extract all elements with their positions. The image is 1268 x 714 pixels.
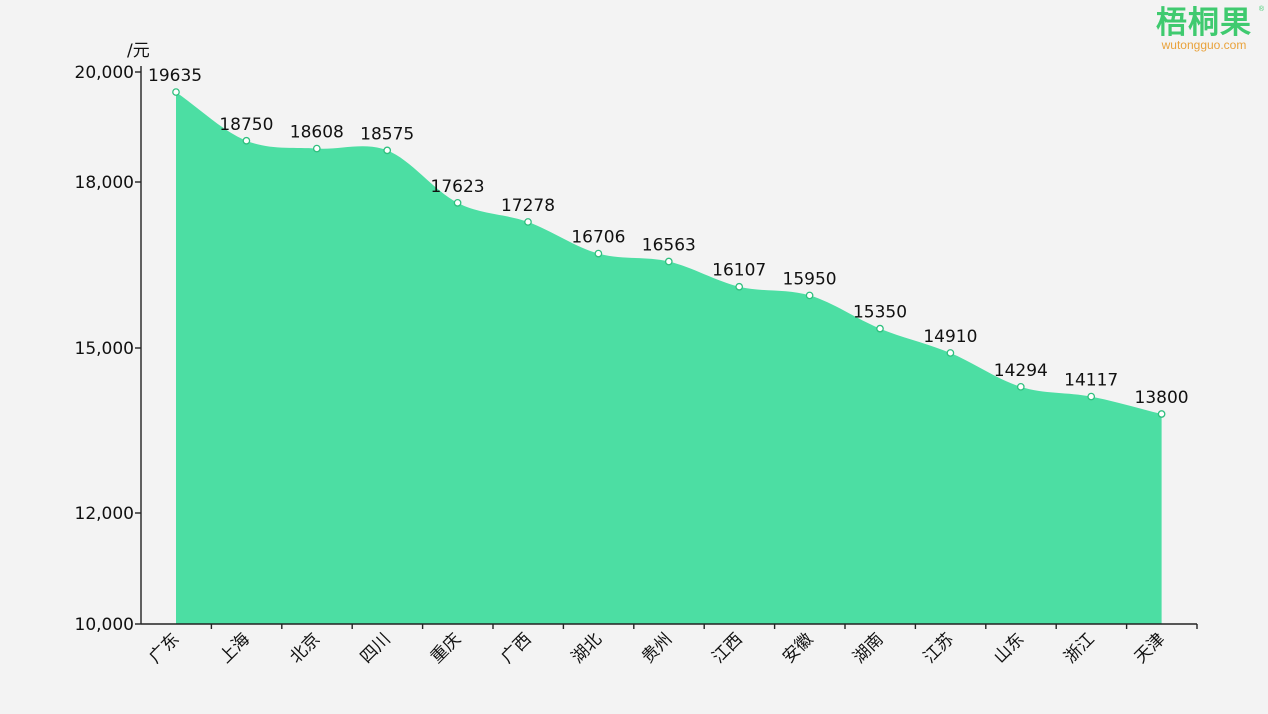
x-tick-label: 四川 <box>357 629 395 667</box>
data-label: 16107 <box>712 261 766 281</box>
logo-domain: wutongguo.com <box>1161 38 1247 52</box>
data-label: 15950 <box>783 269 837 289</box>
x-tick-label: 湖北 <box>568 629 606 667</box>
area-fill <box>176 92 1162 624</box>
x-tick-label: 湖南 <box>849 629 887 667</box>
data-point <box>805 291 814 300</box>
logo-registered-mark: ® <box>1258 6 1264 13</box>
x-tick-label: 上海 <box>216 629 254 667</box>
data-label: 14910 <box>923 327 977 347</box>
data-label: 15350 <box>853 303 907 323</box>
data-label: 18750 <box>219 115 273 135</box>
logo-name: 梧桐果 <box>1156 5 1252 41</box>
y-tick-label: 20,000 <box>75 63 134 83</box>
x-tick-label: 安徽 <box>779 629 817 667</box>
data-point <box>1157 410 1166 418</box>
data-label: 14117 <box>1064 371 1118 391</box>
data-label: 14294 <box>994 361 1048 381</box>
x-tick-label: 北京 <box>286 629 324 667</box>
wutongguo-logo: 梧桐果 wutongguo.com ® <box>1152 5 1264 52</box>
x-tick-label: 江苏 <box>920 629 958 667</box>
y-tick-label: 10,000 <box>75 615 134 635</box>
y-axis-label: /元 <box>127 41 150 61</box>
data-point <box>1016 382 1025 391</box>
data-point <box>453 199 462 207</box>
data-label: 17623 <box>431 177 485 197</box>
data-point <box>876 324 884 333</box>
x-tick-label: 广西 <box>497 629 535 667</box>
data-label: 18575 <box>360 124 414 144</box>
data-label: 16563 <box>642 236 696 256</box>
x-tick-label: 浙江 <box>1061 629 1099 667</box>
data-point <box>242 136 251 145</box>
data-point <box>1087 392 1096 401</box>
data-point <box>172 88 180 96</box>
x-tick-label: 广东 <box>145 629 183 667</box>
data-point <box>664 257 673 266</box>
x-tick-label: 天津 <box>1131 629 1169 667</box>
data-label: 17278 <box>501 196 555 216</box>
data-point <box>946 349 955 357</box>
data-point <box>524 218 532 226</box>
data-label: 18608 <box>290 123 344 143</box>
data-label: 19635 <box>148 66 202 86</box>
data-point <box>735 282 744 291</box>
y-tick-label: 12,000 <box>75 504 134 524</box>
y-tick-label: 18,000 <box>75 173 134 193</box>
data-point <box>312 144 321 153</box>
x-tick-label: 贵州 <box>638 629 676 667</box>
data-point <box>594 249 603 258</box>
data-point <box>383 146 392 155</box>
x-tick-label: 江西 <box>709 629 747 667</box>
data-label: 13800 <box>1135 388 1189 408</box>
data-label: 16706 <box>571 228 625 248</box>
x-tick-label: 山东 <box>990 629 1028 667</box>
y-tick-label: 15,000 <box>75 339 134 359</box>
x-tick-label: 重庆 <box>427 629 465 667</box>
